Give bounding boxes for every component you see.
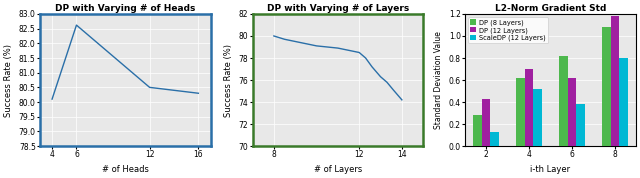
Y-axis label: Success Rate (%): Success Rate (%) [4,44,13,117]
Bar [473,115,481,146]
Bar [490,132,499,146]
Bar [481,99,490,146]
Title: DP with Varying # of Layers: DP with Varying # of Layers [267,4,409,13]
Bar [568,78,577,146]
Legend: DP (8 Layers), DP (12 Layers), ScaleDP (12 Layers): DP (8 Layers), DP (12 Layers), ScaleDP (… [468,17,548,43]
Y-axis label: Standard Deviation Value: Standard Deviation Value [435,31,444,129]
Y-axis label: Success Rate (%): Success Rate (%) [224,44,233,117]
Bar [611,16,620,146]
Bar [525,69,533,146]
Bar [620,58,628,146]
X-axis label: # of Layers: # of Layers [314,165,362,174]
Bar [602,27,611,146]
Title: L2-Norm Gradient Std: L2-Norm Gradient Std [495,4,606,13]
Bar [516,78,525,146]
Title: DP with Varying # of Heads: DP with Varying # of Heads [55,4,195,13]
Bar [559,56,568,146]
X-axis label: # of Heads: # of Heads [102,165,148,174]
Bar [577,104,585,146]
Bar [533,89,542,146]
X-axis label: i-th Layer: i-th Layer [531,165,570,174]
